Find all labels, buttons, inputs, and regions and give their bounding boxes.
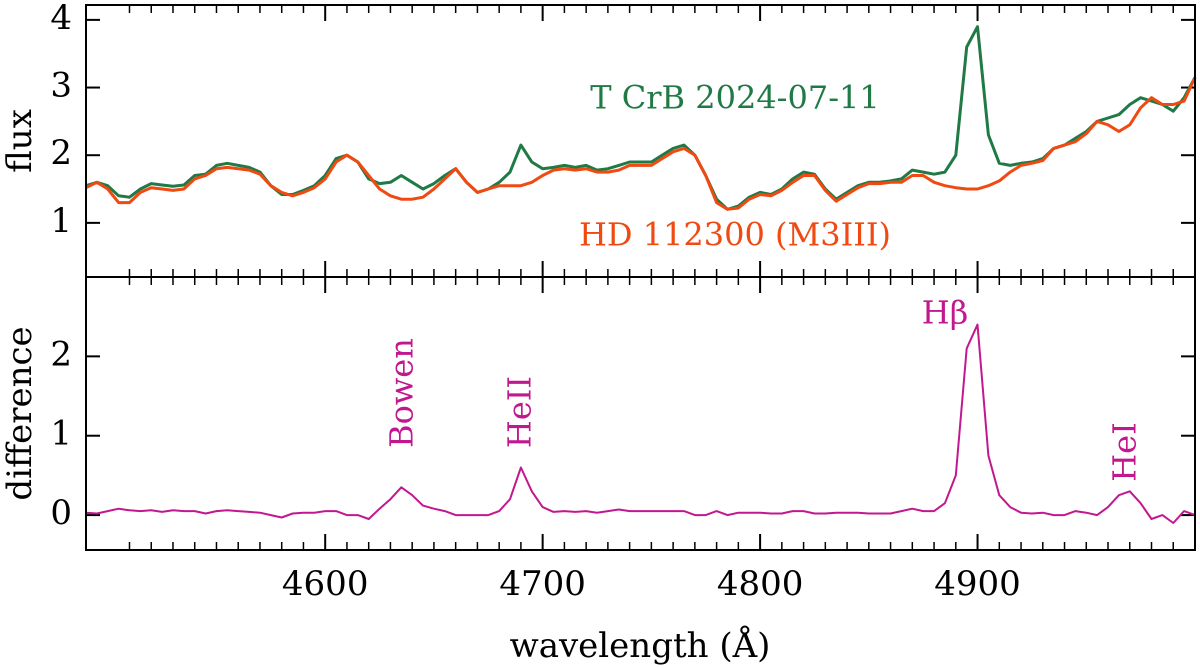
- line-annotation: HeII: [501, 376, 539, 448]
- x-tick-label: 4800: [717, 564, 804, 604]
- x-tick-label: 4700: [499, 564, 586, 604]
- panel-frame: [85, 276, 1196, 551]
- x-tick-label: 4900: [934, 564, 1021, 604]
- x-tick-label: 4600: [282, 564, 369, 604]
- x-axis-label: wavelength (Å): [510, 625, 771, 666]
- spectrum-line: [85, 76, 1197, 211]
- y-axis-label: difference: [0, 326, 40, 500]
- y-axis-label: flux: [0, 109, 40, 173]
- line-annotation: Hβ: [922, 294, 968, 332]
- y-tick-label: 4: [50, 0, 72, 38]
- y-tick-label: 2: [50, 334, 72, 374]
- line-annotation: HeI: [1106, 422, 1144, 481]
- series-label: T CrB 2024-07-11: [590, 79, 879, 117]
- spectrum-line: [85, 25, 1197, 211]
- y-tick-label: 1: [50, 414, 72, 454]
- line-annotation: Bowen: [383, 338, 421, 448]
- series-label: HD 112300 (M3III): [579, 216, 891, 254]
- spectrum-line: [85, 323, 1196, 524]
- y-tick-label: 3: [50, 66, 72, 106]
- y-tick-label: 2: [50, 133, 72, 173]
- y-tick-label: 1: [50, 201, 72, 241]
- y-tick-label: 0: [50, 493, 72, 533]
